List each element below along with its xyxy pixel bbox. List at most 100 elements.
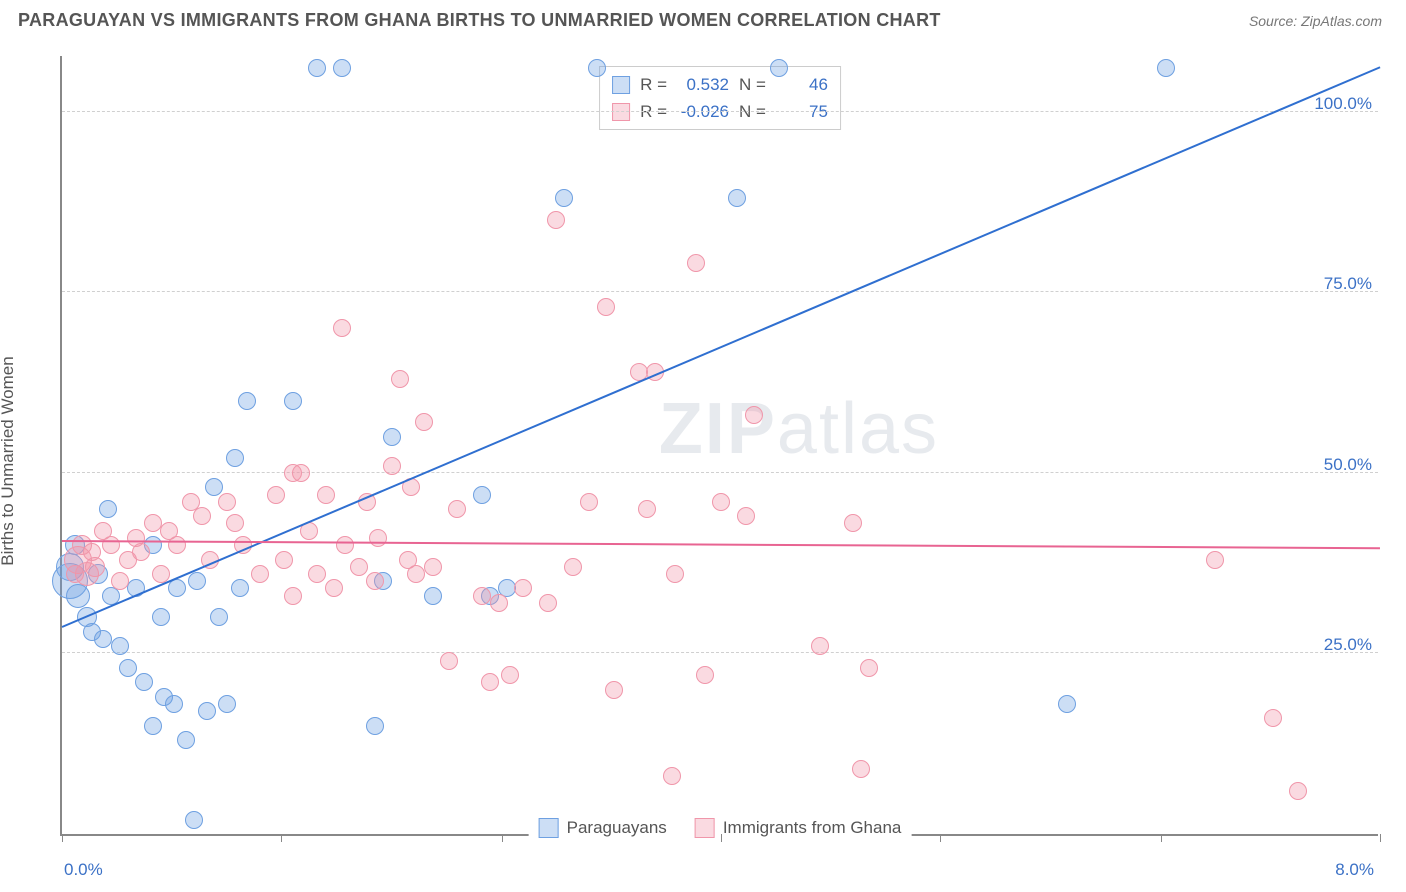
- x-tick: [940, 834, 941, 842]
- scatter-point-pink: [66, 565, 84, 583]
- scatter-point-pink: [267, 486, 285, 504]
- scatter-point-pink: [696, 666, 714, 684]
- scatter-point-blue: [152, 608, 170, 626]
- scatter-point-pink: [407, 565, 425, 583]
- scatter-point-pink: [666, 565, 684, 583]
- scatter-point-blue: [383, 428, 401, 446]
- gridline: [62, 111, 1378, 112]
- chart-header: PARAGUAYAN VS IMMIGRANTS FROM GHANA BIRT…: [0, 0, 1406, 37]
- x-tick: [1161, 834, 1162, 842]
- scatter-point-pink: [424, 558, 442, 576]
- chart-container: Births to Unmarried Women ZIPatlas R = 0…: [18, 46, 1388, 876]
- scatter-point-blue: [210, 608, 228, 626]
- x-tick: [721, 834, 722, 842]
- scatter-point-blue: [99, 500, 117, 518]
- x-tick: [62, 834, 63, 842]
- scatter-point-pink: [308, 565, 326, 583]
- x-tick: [281, 834, 282, 842]
- scatter-point-pink: [391, 370, 409, 388]
- scatter-point-pink: [514, 579, 532, 597]
- scatter-point-pink: [547, 211, 565, 229]
- scatter-point-blue: [308, 59, 326, 77]
- scatter-point-blue: [1157, 59, 1175, 77]
- x-axis-label-min: 0.0%: [64, 860, 103, 880]
- scatter-point-pink: [317, 486, 335, 504]
- scatter-point-pink: [745, 406, 763, 424]
- scatter-point-blue: [238, 392, 256, 410]
- scatter-point-pink: [333, 319, 351, 337]
- gridline: [62, 472, 1378, 473]
- scatter-point-pink: [127, 529, 145, 547]
- scatter-point-pink: [852, 760, 870, 778]
- y-tick-label: 25.0%: [1324, 635, 1372, 655]
- scatter-point-pink: [473, 587, 491, 605]
- scatter-point-pink: [597, 298, 615, 316]
- scatter-point-pink: [383, 457, 401, 475]
- scatter-point-blue: [135, 673, 153, 691]
- scatter-point-pink: [350, 558, 368, 576]
- scatter-point-blue: [198, 702, 216, 720]
- x-tick: [502, 834, 503, 842]
- y-tick-label: 75.0%: [1324, 274, 1372, 294]
- scatter-point-pink: [102, 536, 120, 554]
- scatter-point-pink: [638, 500, 656, 518]
- gridline: [62, 652, 1378, 653]
- legend-label-blue: Paraguayans: [567, 818, 667, 838]
- chart-title: PARAGUAYAN VS IMMIGRANTS FROM GHANA BIRT…: [18, 10, 941, 31]
- scatter-point-blue: [284, 392, 302, 410]
- scatter-point-blue: [111, 637, 129, 655]
- legend: Paraguayans Immigrants from Ghana: [529, 818, 912, 838]
- scatter-point-pink: [605, 681, 623, 699]
- legend-item-blue: Paraguayans: [539, 818, 667, 838]
- scatter-point-pink: [580, 493, 598, 511]
- scatter-point-blue: [168, 579, 186, 597]
- y-axis-label: Births to Unmarried Women: [0, 356, 18, 565]
- scatter-point-pink: [284, 587, 302, 605]
- y-tick-label: 50.0%: [1324, 455, 1372, 475]
- scatter-point-pink: [490, 594, 508, 612]
- scatter-point-pink: [369, 529, 387, 547]
- scatter-point-blue: [728, 189, 746, 207]
- stats-box: R = 0.532 N = 46 R = -0.026 N = 75: [599, 66, 841, 130]
- scatter-point-pink: [336, 536, 354, 554]
- scatter-point-pink: [448, 500, 466, 518]
- chart-source: Source: ZipAtlas.com: [1249, 13, 1382, 29]
- watermark: ZIPatlas: [659, 388, 939, 470]
- scatter-point-blue: [226, 449, 244, 467]
- scatter-point-pink: [325, 579, 343, 597]
- scatter-point-pink: [144, 514, 162, 532]
- scatter-point-pink: [1289, 782, 1307, 800]
- scatter-point-pink: [193, 507, 211, 525]
- scatter-point-pink: [440, 652, 458, 670]
- legend-item-pink: Immigrants from Ghana: [695, 818, 902, 838]
- legend-label-pink: Immigrants from Ghana: [723, 818, 902, 838]
- x-tick: [1380, 834, 1381, 842]
- scatter-point-blue: [473, 486, 491, 504]
- plot-area: ZIPatlas R = 0.532 N = 46 R = -0.026 N =…: [60, 56, 1378, 836]
- stats-row-pink: R = -0.026 N = 75: [612, 98, 828, 125]
- stats-swatch-blue: [612, 76, 630, 94]
- scatter-point-blue: [185, 811, 203, 829]
- scatter-point-blue: [588, 59, 606, 77]
- scatter-point-pink: [539, 594, 557, 612]
- scatter-point-blue: [555, 189, 573, 207]
- scatter-point-pink: [712, 493, 730, 511]
- scatter-point-pink: [564, 558, 582, 576]
- scatter-point-blue: [231, 579, 249, 597]
- scatter-point-pink: [366, 572, 384, 590]
- scatter-point-pink: [501, 666, 519, 684]
- scatter-point-pink: [663, 767, 681, 785]
- scatter-point-pink: [275, 551, 293, 569]
- scatter-point-blue: [333, 59, 351, 77]
- scatter-point-blue: [165, 695, 183, 713]
- scatter-point-pink: [687, 254, 705, 272]
- scatter-point-pink: [111, 572, 129, 590]
- gridline: [62, 291, 1378, 292]
- y-tick-label: 100.0%: [1314, 94, 1372, 114]
- scatter-point-pink: [415, 413, 433, 431]
- scatter-point-pink: [737, 507, 755, 525]
- scatter-point-pink: [1206, 551, 1224, 569]
- scatter-point-pink: [811, 637, 829, 655]
- stats-row-blue: R = 0.532 N = 46: [612, 71, 828, 98]
- scatter-point-pink: [860, 659, 878, 677]
